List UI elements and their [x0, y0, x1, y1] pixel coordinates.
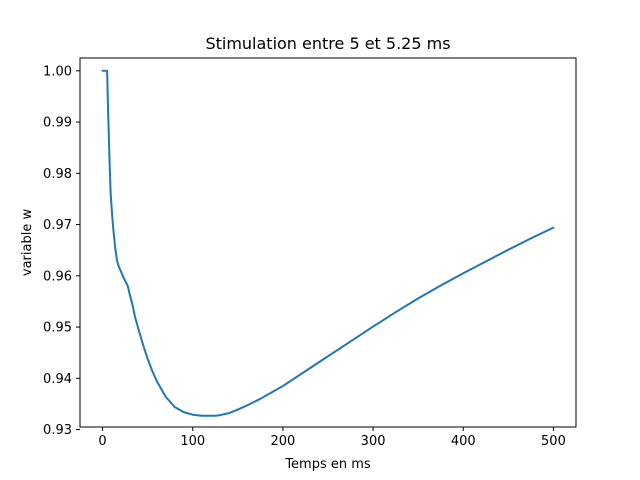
y-tick-label: 1.00	[43, 64, 72, 79]
axes-frame	[79, 57, 577, 428]
chart-title: Stimulation entre 5 et 5.25 ms	[205, 34, 450, 53]
x-tick-label: 400	[451, 434, 476, 449]
y-tick-label: 0.96	[43, 269, 72, 284]
y-tick-label: 0.99	[43, 116, 72, 131]
plot-area	[101, 69, 555, 417]
x-tick-label: 100	[180, 434, 205, 449]
y-tick-label: 0.95	[43, 321, 72, 336]
y-tick-label: 0.94	[43, 372, 72, 387]
y-axis-label: variable w	[20, 209, 35, 277]
x-tick-label: 200	[270, 434, 295, 449]
y-tick-label: 0.98	[43, 167, 72, 182]
series-line-w	[101, 69, 555, 417]
x-tick-label: 300	[361, 434, 386, 449]
y-tick-label: 0.93	[43, 423, 72, 438]
x-tick-label: 0	[98, 434, 106, 449]
x-tick-label: 500	[541, 434, 566, 449]
y-axis-ticks: 0.93 0.94 0.95 0.96 0.97 0.98 0.99 1.00	[43, 64, 80, 438]
y-tick-label: 0.97	[43, 218, 72, 233]
x-axis-label: Temps en ms	[284, 457, 371, 472]
x-axis-ticks: 0 100 200 300 400 500	[98, 427, 566, 449]
